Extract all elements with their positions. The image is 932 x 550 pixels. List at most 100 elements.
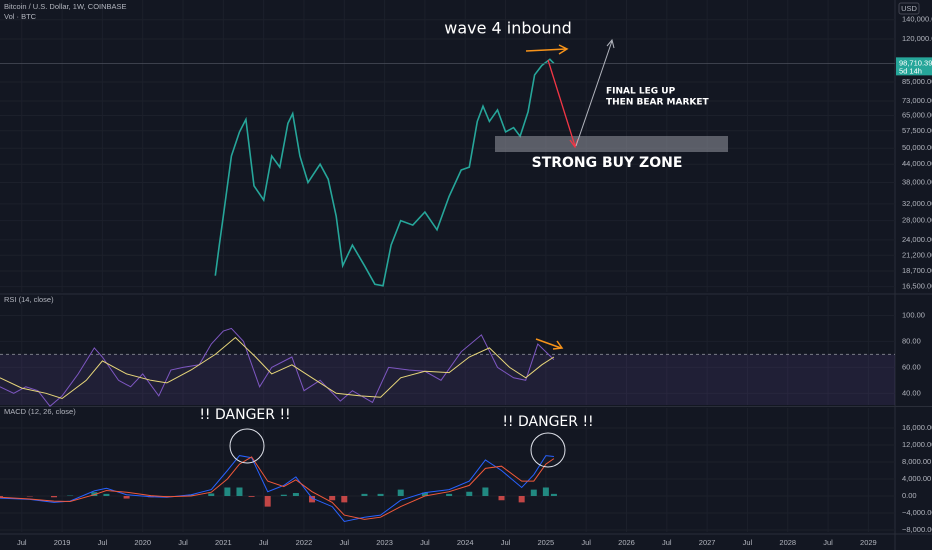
x-tick-label: 2028 bbox=[779, 538, 796, 547]
histogram-bar bbox=[236, 487, 243, 496]
volume-label: Vol · BTC bbox=[4, 12, 37, 21]
x-tick-label: 2023 bbox=[376, 538, 393, 547]
x-tick-label: 2025 bbox=[538, 538, 555, 547]
x-tick-label: Jul bbox=[259, 538, 269, 547]
histogram-bar bbox=[550, 493, 557, 496]
arrow-head bbox=[558, 44, 569, 55]
annotation: !! DANGER !! bbox=[199, 407, 290, 423]
histogram-bar bbox=[248, 495, 255, 497]
histogram-bar bbox=[482, 487, 489, 496]
histogram-bar bbox=[446, 493, 453, 496]
y-tick-label: 24,000.00 bbox=[902, 235, 932, 244]
y-tick-label: 85,000.00 bbox=[902, 77, 932, 86]
series-line bbox=[0, 455, 554, 523]
histogram-bar bbox=[264, 495, 271, 507]
histogram-bar bbox=[329, 495, 336, 501]
x-tick-label: 2019 bbox=[54, 538, 71, 547]
y-tick-label: 0.00 bbox=[902, 491, 917, 500]
histogram-bar bbox=[397, 489, 404, 496]
y-tick-label: 40.00 bbox=[902, 388, 921, 397]
x-tick-label: 2022 bbox=[296, 538, 313, 547]
histogram-bar bbox=[341, 495, 348, 503]
rsi-label: RSI (14, close) bbox=[4, 295, 54, 304]
series-line bbox=[214, 58, 555, 287]
series-line bbox=[0, 327, 555, 408]
y-tick-label: −4,000.00 bbox=[902, 508, 932, 517]
buy-zone bbox=[495, 136, 728, 152]
arrow bbox=[547, 59, 576, 147]
histogram-bar bbox=[280, 494, 287, 496]
y-tick-label: 57,500.00 bbox=[902, 126, 932, 135]
y-tick-label: 21,200.00 bbox=[902, 250, 932, 259]
annotation: FINAL LEG UP bbox=[606, 87, 676, 97]
histogram-bar bbox=[103, 493, 110, 496]
annotation: THEN BEAR MARKET bbox=[606, 98, 709, 108]
histogram-bar bbox=[123, 495, 130, 499]
y-tick-label: 140,000.00 bbox=[902, 15, 932, 24]
x-tick-label: Jul bbox=[501, 538, 511, 547]
currency: USD bbox=[901, 4, 917, 13]
currency-box bbox=[898, 2, 920, 15]
x-tick-label: Jul bbox=[581, 538, 591, 547]
histogram-bar bbox=[292, 493, 299, 496]
annotation: !! DANGER !! bbox=[502, 414, 593, 430]
x-tick-label: 2024 bbox=[457, 538, 474, 547]
y-tick-label: 18,700.00 bbox=[902, 266, 932, 275]
x-tick-label: 2021 bbox=[215, 538, 232, 547]
rsi-band bbox=[0, 354, 895, 405]
y-tick-label: 65,000.00 bbox=[902, 110, 932, 119]
arrow-head bbox=[552, 340, 564, 350]
histogram-bar bbox=[51, 495, 58, 498]
y-tick-label: 4,000.00 bbox=[902, 474, 931, 483]
y-tick-label: 32,000.00 bbox=[902, 199, 932, 208]
last-price-label: 98,710.39 bbox=[899, 58, 932, 67]
arrow-head bbox=[606, 38, 615, 49]
y-tick-label: 44,000.00 bbox=[902, 159, 932, 168]
histogram-bar bbox=[498, 495, 505, 501]
histogram-bar bbox=[91, 492, 98, 496]
y-tick-label: 12,000.00 bbox=[902, 440, 932, 449]
x-tick-label: Jul bbox=[420, 538, 430, 547]
x-tick-label: Jul bbox=[17, 538, 27, 547]
last-price-box bbox=[896, 57, 932, 76]
series-line bbox=[0, 336, 555, 400]
x-tick-label: Jul bbox=[98, 538, 108, 547]
symbol-title: Bitcoin / U.S. Dollar, 1W, COINBASE bbox=[4, 2, 127, 11]
x-tick-label: Jul bbox=[743, 538, 753, 547]
histogram-bar bbox=[188, 494, 195, 496]
highlight-circle bbox=[530, 432, 566, 468]
histogram-bar bbox=[208, 493, 215, 496]
x-tick-label: 2026 bbox=[618, 538, 635, 547]
y-tick-label: 28,000.00 bbox=[902, 216, 932, 225]
highlight-circle bbox=[229, 428, 265, 464]
histogram-bar bbox=[224, 487, 231, 496]
x-tick-label: 2027 bbox=[699, 538, 716, 547]
x-tick-label: Jul bbox=[823, 538, 833, 547]
y-tick-label: 60.00 bbox=[902, 362, 921, 371]
y-tick-label: 80.00 bbox=[902, 336, 921, 345]
macd-label: MACD (12, 26, close) bbox=[4, 407, 76, 416]
histogram-bar bbox=[377, 493, 384, 496]
annotation: wave 4 inbound bbox=[444, 19, 572, 38]
series-line bbox=[0, 456, 555, 520]
x-tick-label: 2029 bbox=[860, 538, 877, 547]
y-tick-label: 73,000.00 bbox=[902, 96, 932, 105]
y-tick-label: 38,000.00 bbox=[902, 177, 932, 186]
histogram-bar bbox=[530, 489, 537, 496]
histogram-bar bbox=[518, 495, 525, 503]
y-tick-label: 120,000.00 bbox=[902, 34, 932, 43]
countdown: 5d 14h bbox=[899, 66, 922, 75]
y-tick-label: 50,000.00 bbox=[902, 143, 932, 152]
histogram-bar bbox=[542, 487, 549, 496]
y-tick-label: 16,000.00 bbox=[902, 423, 932, 432]
y-tick-label: 100.00 bbox=[902, 310, 925, 319]
histogram-bar bbox=[421, 492, 428, 496]
y-tick-label: 8,000.00 bbox=[902, 457, 931, 466]
arrow bbox=[575, 40, 613, 147]
histogram-bar bbox=[309, 495, 316, 503]
x-tick-label: 2020 bbox=[134, 538, 151, 547]
